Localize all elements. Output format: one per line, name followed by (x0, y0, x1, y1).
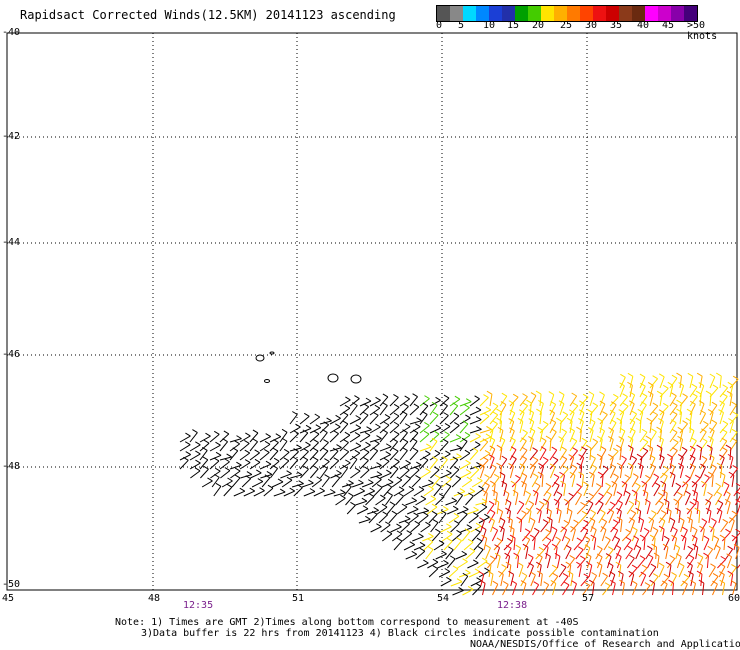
color-scale-label: 5 (458, 20, 465, 31)
lat-label: -44 (2, 237, 21, 248)
color-scale-label: 20 (532, 20, 545, 31)
color-swatch (515, 6, 528, 21)
lon-label: 51 (292, 593, 305, 604)
color-swatch (450, 6, 463, 21)
credit-line: NOAA/NESDIS/Office of Research and Appli… (470, 639, 740, 650)
map-frame (6, 32, 738, 591)
coastline (255, 351, 362, 384)
lon-label: 60 (728, 593, 740, 604)
time-label-1: 12:35 (183, 600, 214, 611)
color-swatch (476, 6, 489, 21)
note-line-2: 3)Data buffer is 22 hrs from 20141123 4)… (141, 628, 659, 639)
grid-lines (7, 33, 737, 590)
color-swatch (502, 6, 515, 21)
lat-label: -42 (2, 131, 21, 142)
color-scale-label: 35 (610, 20, 623, 31)
color-swatch (671, 6, 684, 21)
color-swatch (489, 6, 502, 21)
lat-label: -40 (2, 27, 21, 38)
color-swatch (593, 6, 606, 21)
color-swatch (554, 6, 567, 21)
color-scale-label: 40 (637, 20, 650, 31)
note-line-1: Note: 1) Times are GMT 2)Times along bot… (115, 617, 579, 628)
color-scale-label: 30 (585, 20, 598, 31)
lon-label: 57 (582, 593, 595, 604)
color-swatch (658, 6, 671, 21)
wind-barbs (179, 372, 740, 596)
color-swatch (580, 6, 593, 21)
color-scale-label: 25 (560, 20, 573, 31)
color-swatch (684, 6, 697, 21)
lon-label: 48 (148, 593, 161, 604)
color-scale-label: 0 (436, 20, 443, 31)
lat-label: -46 (2, 349, 21, 360)
map-title: Rapidsact Corrected Winds(12.5KM) 201411… (20, 8, 396, 22)
color-swatch (541, 6, 554, 21)
color-swatch (437, 6, 450, 21)
color-scale-label: 10 (483, 20, 496, 31)
color-swatch (645, 6, 658, 21)
lat-label: -48 (2, 461, 21, 472)
lon-label: 54 (437, 593, 450, 604)
color-scale-bar (436, 5, 698, 22)
lon-label: 45 (2, 593, 15, 604)
color-swatch (528, 6, 541, 21)
color-scale-label: 15 (507, 20, 520, 31)
color-swatch (632, 6, 645, 21)
color-swatch (619, 6, 632, 21)
color-swatch (606, 6, 619, 21)
color-swatch (463, 6, 476, 21)
time-label-2: 12:38 (497, 600, 528, 611)
color-scale-label: 45 (662, 20, 675, 31)
color-swatch (567, 6, 580, 21)
lat-label: -50 (2, 579, 21, 590)
color-scale-label: >50 knots (687, 20, 718, 42)
